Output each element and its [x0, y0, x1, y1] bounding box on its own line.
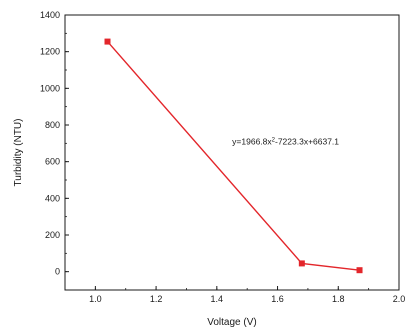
x-tick-label: 1.6 — [271, 294, 284, 304]
regression-equation-annotation: y=1966.8x2-7223.3x+6637.1 — [232, 136, 339, 146]
data-point-marker — [104, 38, 111, 45]
plot-frame — [64, 14, 400, 291]
y-tick-label: 600 — [45, 157, 60, 167]
plot-border — [64, 14, 400, 291]
y-tick-label: 1000 — [40, 83, 60, 93]
data-point-marker — [298, 260, 305, 267]
x-tick-label: 1.8 — [332, 294, 345, 304]
data-point-marker — [356, 267, 363, 274]
x-tick-label: 1.4 — [211, 294, 224, 304]
x-tick-label: 2.0 — [393, 294, 406, 304]
y-tick-label: 800 — [45, 120, 60, 130]
x-axis-ticks: 1.0 1.2 1.4 1.6 1.8 2.0 — [64, 286, 406, 304]
y-tick-label: 0 — [55, 267, 60, 277]
y-tick-label: 1200 — [40, 47, 60, 57]
x-tick-label: 1.2 — [150, 294, 163, 304]
y-axis-ticks: 0 200 400 600 800 1000 1200 1400 — [40, 10, 69, 291]
x-tick-label: 1.0 — [89, 294, 102, 304]
y-tick-label: 1400 — [40, 10, 60, 20]
y-axis-title: Turbidity (NTU) — [13, 119, 24, 187]
y-tick-label: 200 — [45, 230, 60, 240]
y-tick-label: 400 — [45, 193, 60, 203]
series-line — [106, 41, 360, 271]
series-layer — [104, 38, 363, 274]
x-axis-title: Voltage (V) — [207, 317, 256, 328]
